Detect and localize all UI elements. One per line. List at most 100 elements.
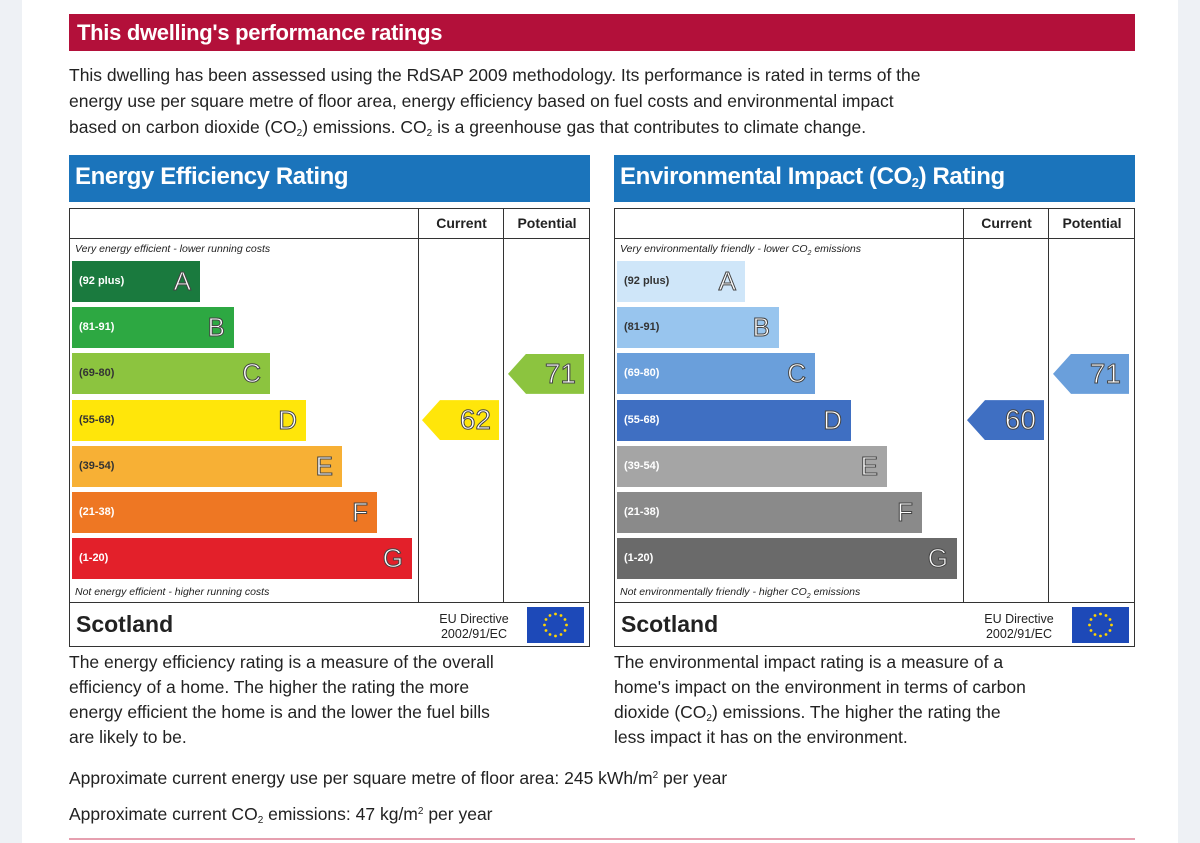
column-divider — [963, 209, 964, 603]
band-d: (55-68) D — [617, 399, 851, 441]
header-rule — [615, 238, 1134, 239]
band-letter: F — [897, 497, 914, 528]
band-range: (1-20) — [624, 552, 654, 565]
eu-line-1: EU Directive — [984, 612, 1054, 626]
subscript: 2 — [257, 815, 264, 826]
column-divider — [503, 209, 504, 603]
current-rating-value: 62 — [459, 404, 491, 436]
potential-column-header: Potential — [517, 215, 577, 231]
column-divider — [418, 209, 419, 603]
section-title: This dwelling's performance ratings — [77, 20, 443, 45]
band-range: (81-91) — [624, 321, 660, 334]
band-letter: F — [352, 497, 369, 528]
band-range: (69-80) — [79, 367, 115, 380]
header-rule — [70, 238, 589, 239]
superscript: 2 — [417, 806, 424, 817]
band-letter: G — [927, 543, 948, 574]
intro-line-1: This dwelling has been assessed using th… — [69, 65, 921, 85]
bottom-note: Not energy efficient - higher running co… — [75, 586, 270, 598]
intro-line-2: energy use per square metre of floor are… — [69, 91, 894, 111]
eu-flag-icon — [527, 607, 584, 643]
note-part: emissions — [810, 586, 861, 598]
co2-emissions-stat: Approximate current CO2 emissions: 47 kg… — [69, 804, 493, 826]
subscript: 2 — [426, 128, 433, 139]
bottom-rule — [69, 838, 1135, 840]
footer-rule — [615, 602, 1134, 603]
intro-line-3a: based on carbon dioxide (CO — [69, 117, 297, 137]
band-d: (55-68) D — [72, 399, 306, 441]
band-range: (81-91) — [79, 321, 115, 334]
band-c: (69-80) C — [72, 353, 270, 395]
environment-description: The environmental impact rating is a mea… — [614, 650, 1139, 750]
stat-part: per year — [658, 768, 728, 788]
column-divider — [1048, 209, 1049, 603]
stat-part: Approximate current energy use per squar… — [69, 768, 653, 788]
eu-line-2: 2002/91/EC — [440, 627, 508, 641]
section-header: This dwelling's performance ratings — [69, 14, 1135, 51]
desc-part: ) emissions. The higher the rating the — [711, 702, 1001, 722]
band-letter: D — [823, 404, 843, 435]
band-letter: C — [787, 358, 807, 389]
band-range: (39-54) — [624, 459, 660, 472]
band-letter: C — [242, 358, 262, 389]
potential-rating-arrow: 71 — [1053, 353, 1129, 394]
band-letter: A — [173, 266, 191, 297]
current-column-header: Current — [981, 215, 1032, 231]
band-g: (1-20) G — [72, 538, 412, 580]
note-part: emissions — [811, 243, 862, 255]
band-range: (92 plus) — [624, 275, 670, 287]
subscript: 2 — [296, 128, 303, 139]
energy-chart: Current Potential Very energy efficient … — [69, 208, 590, 647]
eu-line-2: 2002/91/EC — [985, 627, 1053, 641]
desc-line: efficiency of a home. The higher the rat… — [69, 677, 470, 697]
current-rating-arrow: 60 — [967, 400, 1044, 441]
note-part: Very environmentally friendly - lower CO — [620, 243, 808, 255]
stat-part: per year — [423, 804, 493, 824]
potential-rating-value: 71 — [544, 357, 576, 389]
country-label: Scotland — [621, 611, 719, 637]
intro-text: This dwelling has been assessed using th… — [69, 62, 1135, 140]
desc-line: energy efficient the home is and the low… — [69, 702, 490, 722]
band-a: (92 plus) A — [617, 261, 745, 302]
environment-chart: Current Potential Very environmentally f… — [614, 208, 1135, 647]
band-letter: B — [207, 312, 225, 343]
band-e: (39-54) E — [72, 445, 342, 487]
eu-flag-icon — [1072, 607, 1129, 643]
top-note: Very energy efficient - lower running co… — [75, 243, 271, 255]
band-range: (21-38) — [79, 506, 115, 518]
current-column-header: Current — [436, 215, 487, 231]
band-letter: E — [860, 450, 878, 481]
left-margin — [0, 0, 22, 843]
desc-line: less impact it has on the environment. — [614, 727, 908, 747]
bottom-note: Not environmentally friendly - higher CO… — [620, 586, 861, 600]
eu-line-1: EU Directive — [439, 612, 509, 626]
band-b: (81-91) B — [72, 307, 234, 349]
energy-panel-title: Energy Efficiency Rating — [69, 155, 590, 202]
band-letter: G — [382, 543, 403, 574]
superscript: 2 — [652, 770, 659, 781]
band-range: (69-80) — [624, 367, 660, 380]
desc-line: The environmental impact rating is a mea… — [614, 652, 1004, 672]
subscript: 2 — [911, 175, 919, 190]
band-letter: E — [315, 450, 333, 481]
intro-line-3: based on carbon dioxide (CO2) emissions.… — [69, 114, 1135, 140]
band-range: (1-20) — [79, 552, 109, 565]
potential-rating-value: 71 — [1089, 357, 1121, 389]
band-f: (21-38) F — [72, 492, 377, 533]
band-e: (39-54) E — [617, 445, 887, 487]
eu-directive-label: EU Directive 2002/91/EC — [424, 612, 524, 642]
intro-line-3b: ) emissions. CO — [302, 117, 427, 137]
title-part: ) Rating — [918, 163, 1006, 190]
potential-rating-arrow: 71 — [508, 353, 584, 394]
current-rating-value: 60 — [1004, 404, 1036, 436]
environmental-impact-panel: Environmental Impact (CO2) Rating Curren… — [614, 155, 1135, 647]
energy-efficiency-panel: Energy Efficiency Rating Current Potenti… — [69, 155, 590, 647]
band-a: (92 plus) A — [72, 261, 200, 302]
stat-part: Approximate current CO — [69, 804, 258, 824]
band-range: (55-68) — [79, 413, 115, 426]
intro-line-3c: is a greenhouse gas that contributes to … — [432, 117, 867, 137]
band-range: (39-54) — [79, 459, 115, 472]
country-label: Scotland — [76, 611, 174, 637]
band-f: (21-38) F — [617, 492, 922, 533]
current-rating-arrow: 62 — [422, 400, 499, 441]
